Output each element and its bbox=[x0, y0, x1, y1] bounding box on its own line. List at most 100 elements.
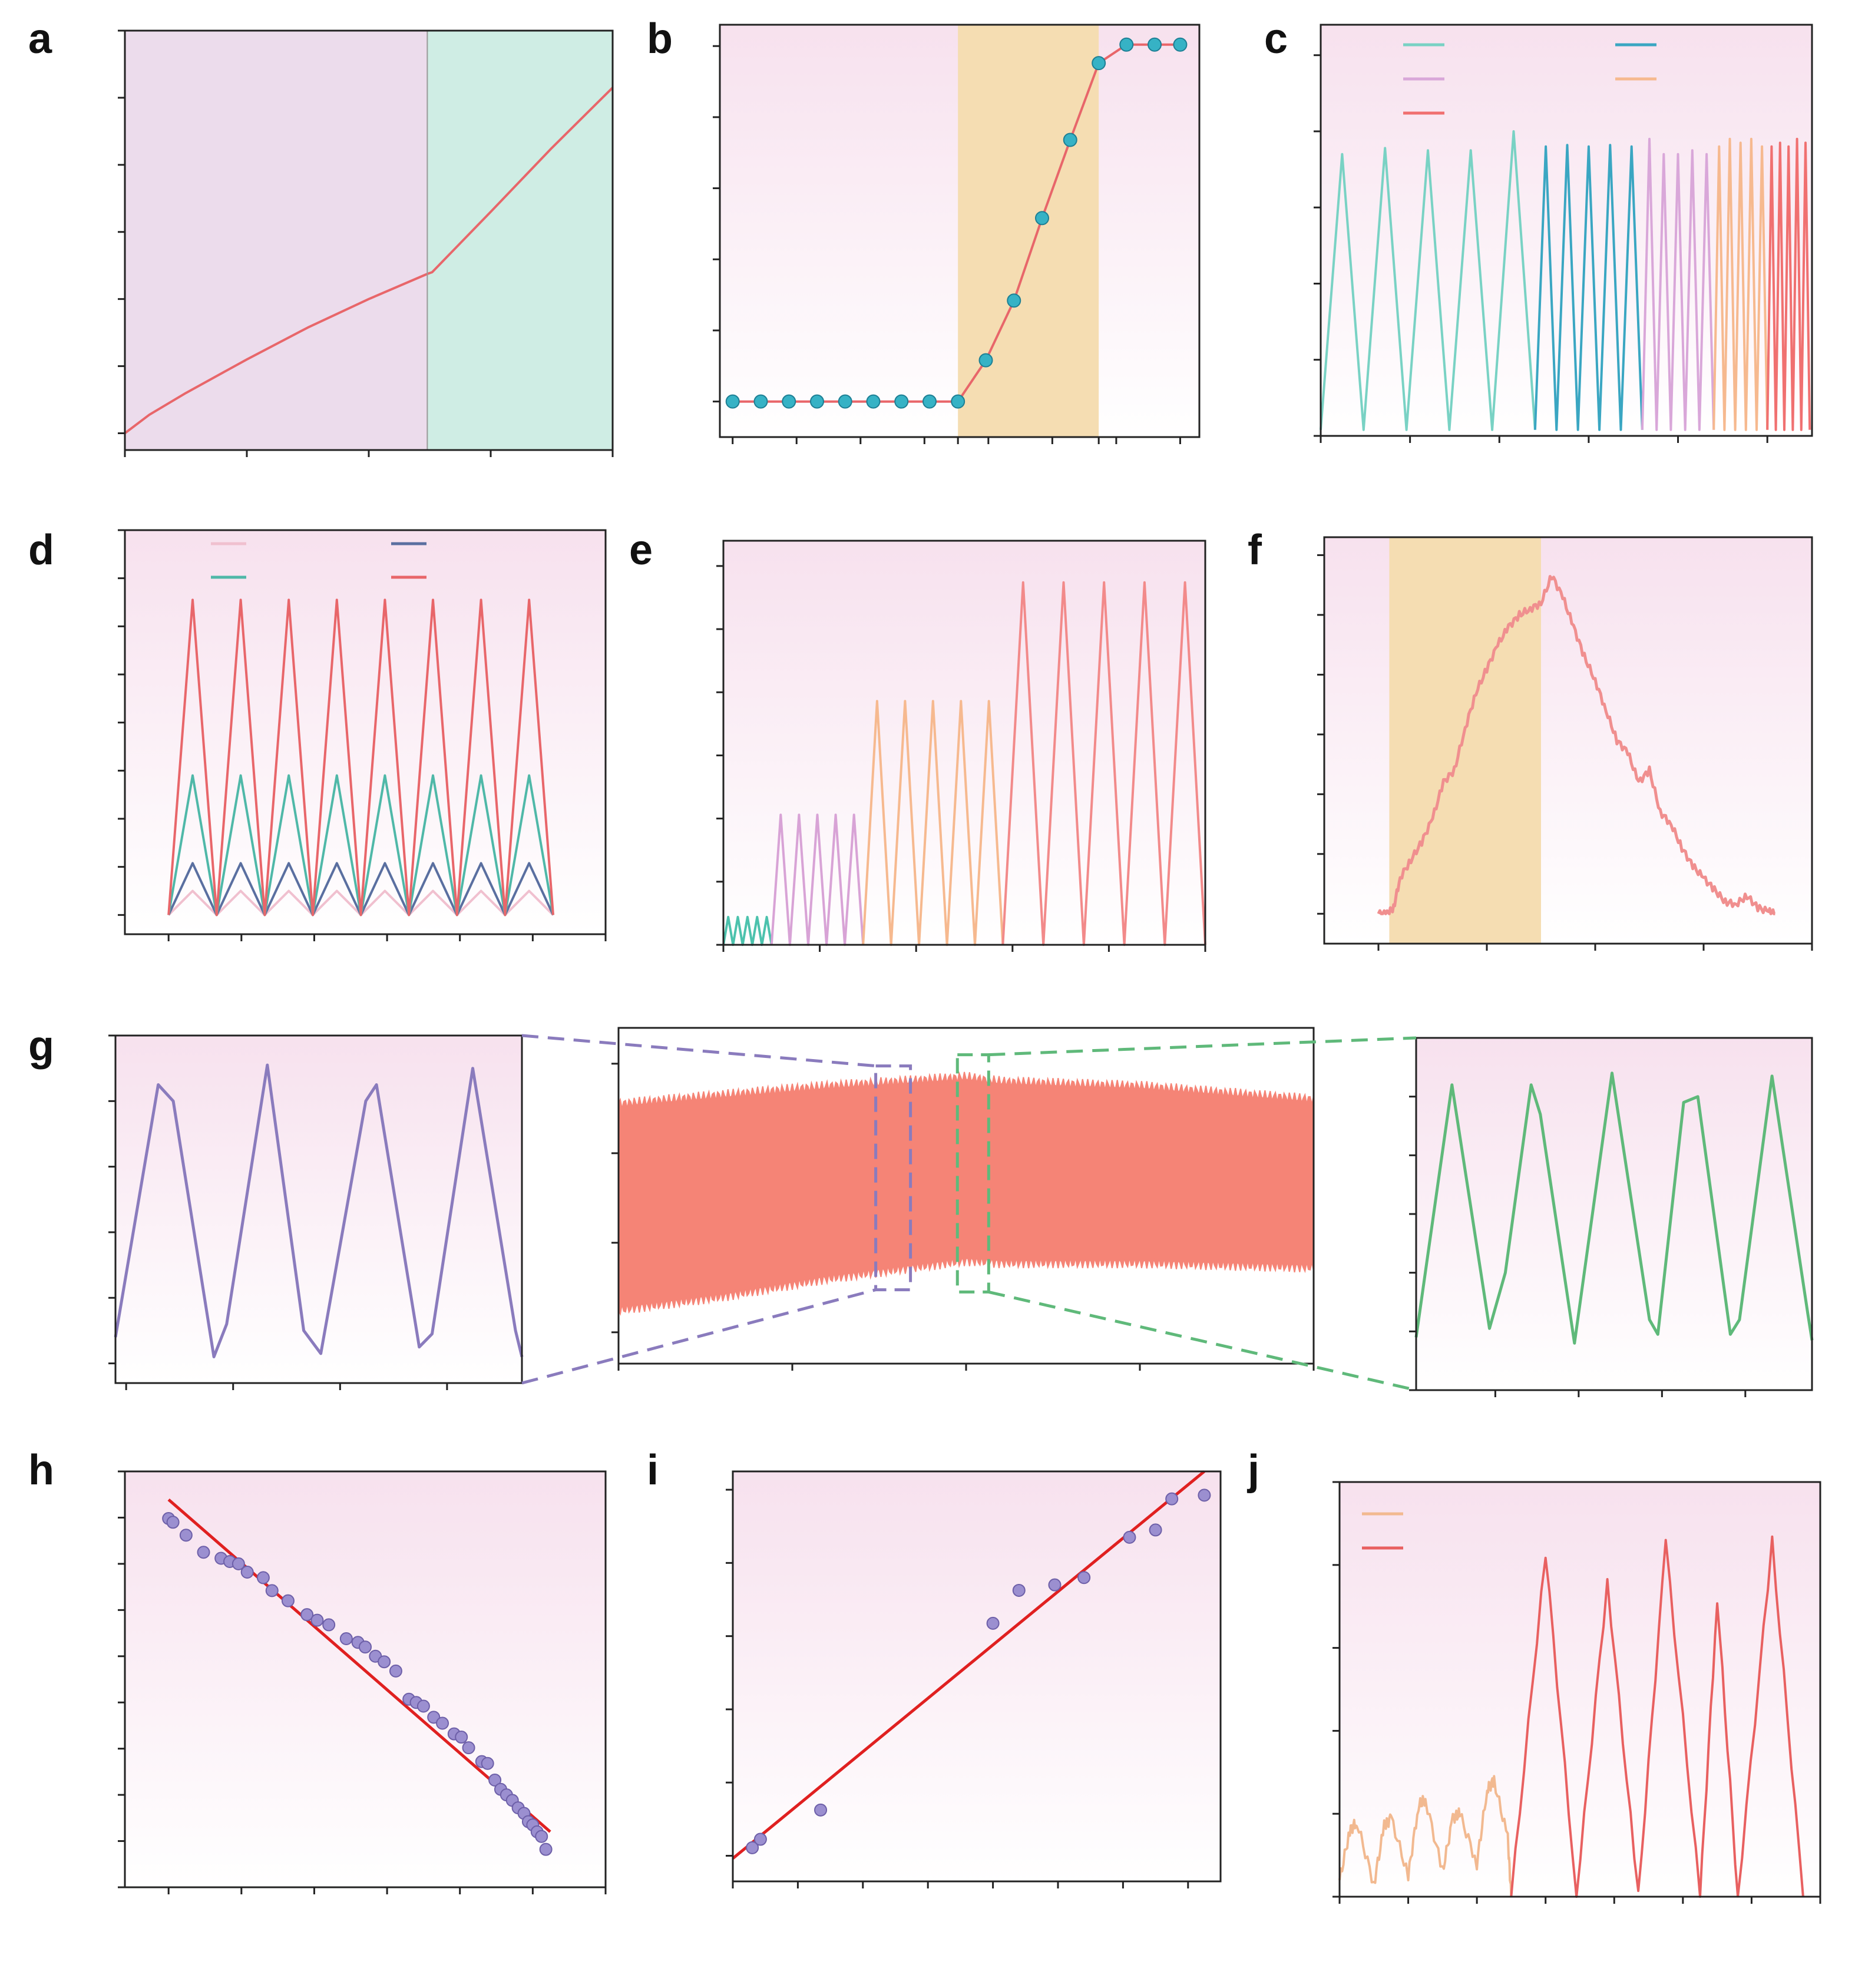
data-point bbox=[166, 1516, 180, 1529]
data-point bbox=[1092, 56, 1106, 71]
panel-label-b: b bbox=[647, 15, 673, 62]
data-point bbox=[809, 394, 824, 409]
series-line-40mm/min bbox=[1712, 137, 1769, 431]
data-point bbox=[1063, 133, 1077, 147]
data-point bbox=[753, 394, 768, 409]
plot-border bbox=[732, 1470, 1222, 1883]
series-line-ε= 150% bbox=[167, 598, 554, 917]
data-point bbox=[838, 394, 852, 409]
panel-label-f: f bbox=[1248, 527, 1262, 574]
series-line-strain bbox=[124, 87, 614, 435]
data-point bbox=[1119, 37, 1134, 52]
plot-border bbox=[722, 540, 1206, 946]
data-point bbox=[1165, 1492, 1179, 1506]
data-point bbox=[1035, 211, 1050, 226]
panel-b bbox=[713, 24, 1201, 444]
data-point bbox=[265, 1584, 279, 1597]
data-point bbox=[539, 1843, 553, 1856]
data-point bbox=[1198, 1488, 1211, 1502]
plot-border bbox=[1320, 24, 1813, 437]
zoom-box-purple bbox=[874, 1064, 912, 1292]
panel-g-left bbox=[108, 1034, 524, 1390]
panel-f bbox=[1317, 536, 1813, 951]
panel-j bbox=[1332, 1481, 1821, 1904]
series-line-zoom-1000 bbox=[1414, 1071, 1814, 1345]
data-point bbox=[1123, 1530, 1136, 1544]
data-point bbox=[922, 394, 937, 409]
plot-background bbox=[1416, 1038, 1812, 1390]
plot-background bbox=[1340, 1482, 1820, 1897]
data-point bbox=[894, 394, 909, 409]
data-point bbox=[378, 1655, 391, 1669]
data-point bbox=[986, 1616, 1000, 1630]
series-line-5s bbox=[1338, 1775, 1513, 1897]
data-point bbox=[1012, 1583, 1026, 1597]
panel-label-c: c bbox=[1264, 15, 1288, 62]
zoom-connectors bbox=[521, 1034, 1417, 1392]
zoom-connector bbox=[988, 1290, 1417, 1392]
zoom-connector bbox=[988, 1036, 1417, 1057]
highlight-region bbox=[125, 31, 428, 450]
plot-background bbox=[733, 1471, 1221, 1881]
zoom-connector bbox=[521, 1288, 877, 1385]
series-line-20mm/min bbox=[1533, 144, 1644, 431]
data-point bbox=[427, 1711, 441, 1724]
data-point bbox=[1007, 293, 1021, 308]
data-point bbox=[416, 1699, 430, 1713]
panel-a bbox=[118, 29, 614, 457]
panel-d bbox=[118, 529, 607, 941]
data-point bbox=[462, 1741, 475, 1755]
data-point bbox=[322, 1618, 336, 1632]
panel-g-right bbox=[1409, 1037, 1814, 1397]
panel-g-main bbox=[611, 1027, 1315, 1371]
data-point bbox=[951, 394, 965, 409]
panel-i bbox=[726, 1470, 1222, 1888]
series-line-50mm/min bbox=[1766, 137, 1811, 431]
data-point bbox=[436, 1716, 449, 1730]
series-line-30mm/min bbox=[1641, 137, 1715, 431]
series-line-10s bbox=[1510, 1535, 1804, 1898]
data-point bbox=[240, 1566, 254, 1579]
panel-label-d: d bbox=[28, 527, 54, 574]
panel-label-h: h bbox=[28, 1447, 54, 1494]
data-point bbox=[256, 1571, 270, 1585]
panel-e bbox=[716, 540, 1206, 952]
data-point bbox=[978, 353, 993, 368]
data-point bbox=[232, 1557, 245, 1570]
zoom-connector bbox=[521, 1034, 876, 1068]
data-point bbox=[725, 394, 740, 409]
plot-border bbox=[124, 1470, 607, 1888]
series-line-voltage bbox=[1377, 575, 1776, 915]
plot-border bbox=[114, 1034, 523, 1384]
panel-label-g: g bbox=[28, 1023, 54, 1070]
data-point bbox=[1077, 1571, 1091, 1585]
data-point bbox=[359, 1640, 372, 1654]
data-point bbox=[455, 1731, 468, 1744]
plot-border bbox=[719, 24, 1201, 438]
data-point bbox=[782, 394, 796, 409]
data-point bbox=[281, 1594, 295, 1607]
plot-border bbox=[1338, 1481, 1821, 1898]
data-point bbox=[179, 1529, 193, 1542]
data-point bbox=[339, 1632, 353, 1645]
plot-background bbox=[115, 1036, 522, 1383]
series-line-zoom-750 bbox=[114, 1063, 524, 1358]
highlight-region bbox=[958, 25, 1099, 437]
panel-label-j: j bbox=[1246, 1447, 1259, 1494]
series-line-12% bbox=[862, 700, 1004, 946]
data-point bbox=[481, 1757, 494, 1770]
data-point bbox=[310, 1613, 324, 1627]
data-point bbox=[1048, 1578, 1062, 1592]
panel-h bbox=[118, 1470, 607, 1894]
series-line-4% bbox=[722, 915, 773, 946]
series-line-16% bbox=[1001, 581, 1206, 946]
series-line-10mm/min bbox=[1320, 130, 1536, 431]
data-point bbox=[300, 1608, 314, 1622]
plot-border bbox=[1323, 536, 1813, 945]
panel-label-i: i bbox=[647, 1447, 659, 1494]
data-point bbox=[1173, 37, 1188, 52]
highlight-region bbox=[1389, 537, 1541, 944]
panel-label-a: a bbox=[28, 15, 52, 62]
series-line-8% bbox=[770, 813, 865, 946]
